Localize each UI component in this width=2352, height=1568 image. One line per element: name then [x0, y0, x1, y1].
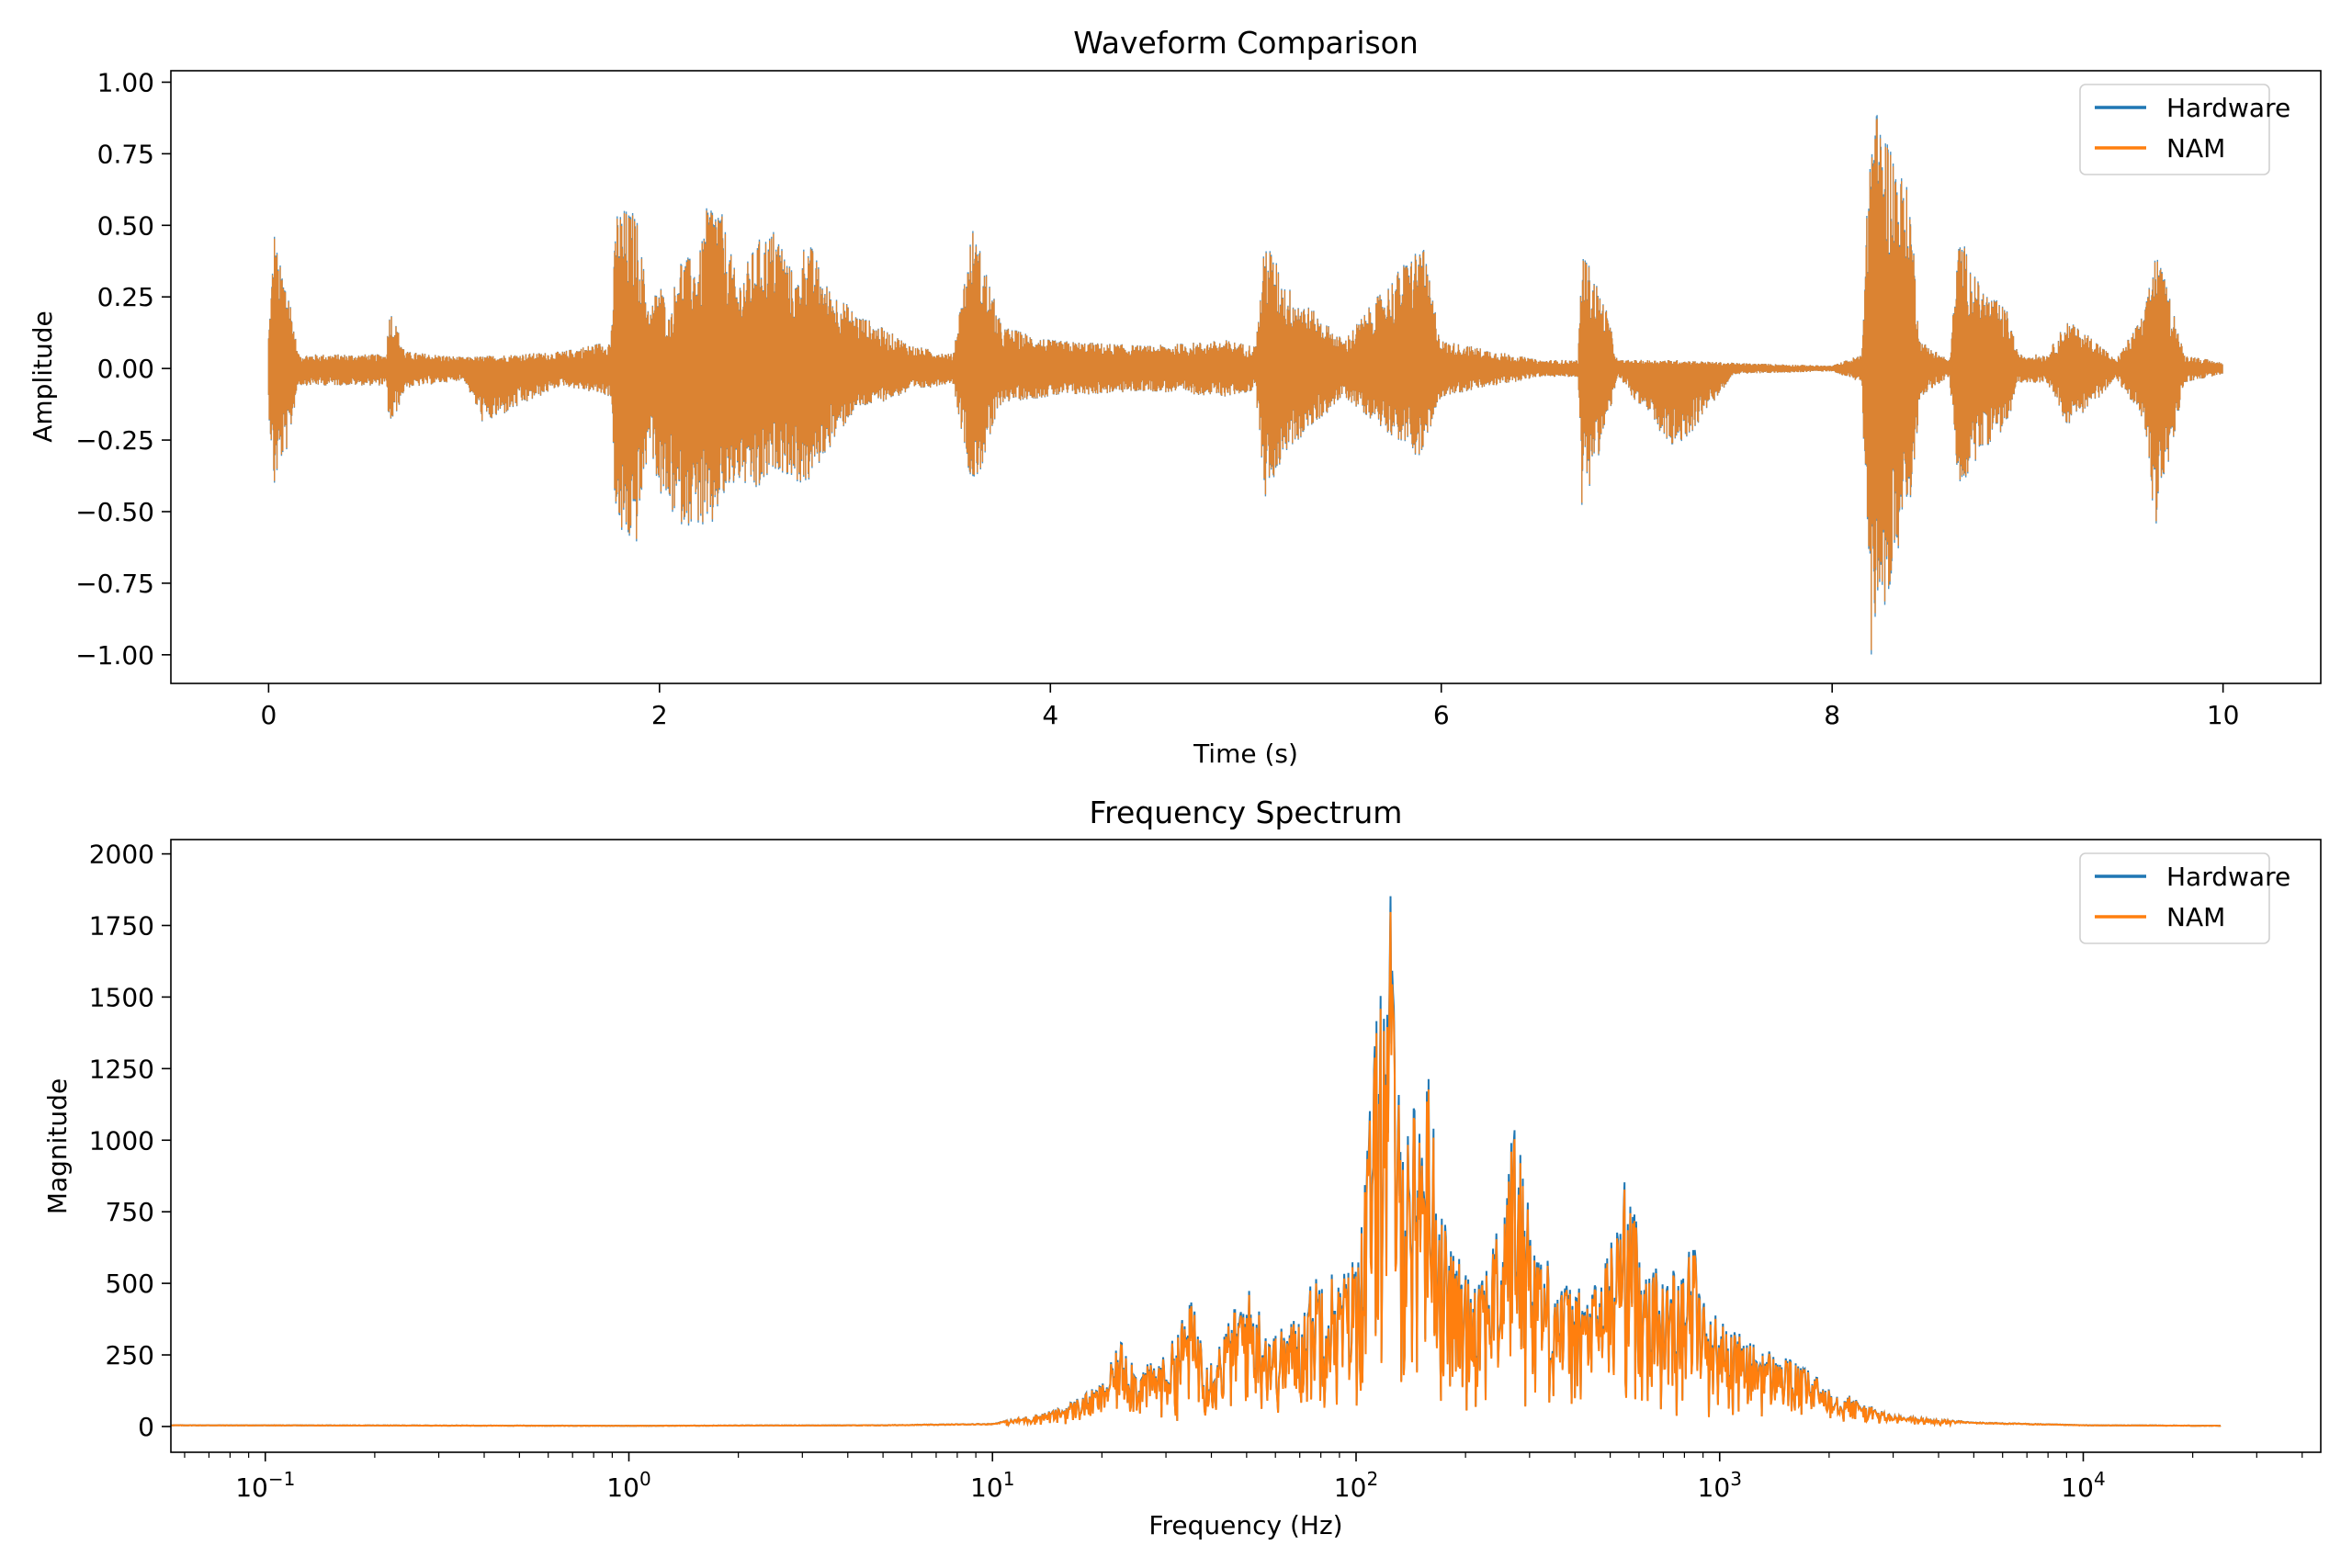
- waveform-y-tick-label: −0.75: [75, 569, 154, 599]
- waveform-y-tick-label: −0.25: [75, 425, 154, 456]
- spectrum-x-tick-label: 101: [970, 1468, 1014, 1503]
- waveform-x-tick-label: 4: [1042, 700, 1058, 730]
- spectrum-y-label: Magnitude: [42, 1078, 73, 1214]
- waveform-y-tick-label: 0.50: [97, 210, 154, 241]
- waveform-y-label: Amplitude: [28, 310, 58, 443]
- spectrum-y-tick-label: 750: [106, 1197, 154, 1227]
- waveform-x-tick-label: 6: [1433, 700, 1450, 730]
- spectrum-x-tick-label: 10−1: [235, 1468, 295, 1503]
- spectrum-axes: Frequency Spectrum 10−1 100 101 102 103 104 2…: [42, 795, 2322, 1540]
- waveform-y-tick-label: 1.00: [97, 67, 154, 97]
- waveform-y-tick-label: −0.50: [75, 497, 154, 527]
- spectrum-x-ticks: 10−1 100 101 102 103 104: [184, 1452, 2303, 1503]
- waveform-axes-frame: [170, 70, 2322, 684]
- waveform-y-tick-label: 0.00: [97, 354, 154, 384]
- spectrum-series-nam: [171, 911, 2222, 1428]
- waveform-x-tick-label: 10: [2207, 700, 2240, 730]
- spectrum-x-tick-label: 100: [606, 1468, 650, 1503]
- waveform-y-tick-label: 0.75: [97, 139, 154, 169]
- spectrum-y-tick-label: 250: [106, 1340, 154, 1371]
- spectrum-y-tick-label: 500: [106, 1269, 154, 1299]
- waveform-y-tick-label: 0.25: [97, 282, 154, 312]
- spectrum-y-tick-label: 2000: [89, 840, 154, 870]
- spectrum-x-tick-label: 102: [1334, 1468, 1378, 1503]
- spectrum-y-tick-label: 1250: [89, 1054, 154, 1084]
- spectrum-y-tick-label: 0: [138, 1412, 154, 1442]
- spectrum-plot-area: [170, 896, 2222, 1428]
- waveform-plot-area: [267, 115, 2223, 655]
- waveform-legend-nam-label: NAM: [2166, 133, 2225, 164]
- waveform-legend-hardware-label: Hardware: [2166, 93, 2290, 123]
- spectrum-legend: Hardware NAM: [2079, 852, 2290, 944]
- waveform-x-tick-label: 8: [1824, 700, 1840, 730]
- spectrum-y-ticks: 2000 1750 1500 1250 1000 750 500 250 0: [89, 840, 171, 1442]
- waveform-axes: Waveform Comparison 0 2 4 6 8 10 1.00 0.75 0.50…: [28, 25, 2322, 769]
- waveform-title: Waveform Comparison: [1073, 25, 1419, 61]
- spectrum-y-tick-label: 1000: [89, 1125, 154, 1156]
- spectrum-legend-nam-label: NAM: [2166, 902, 2225, 932]
- waveform-x-tick-label: 0: [260, 700, 277, 730]
- spectrum-y-tick-label: 1750: [89, 911, 154, 942]
- spectrum-x-tick-label: 104: [2061, 1468, 2105, 1503]
- spectrum-x-label: Frequency (Hz): [1148, 1510, 1342, 1540]
- waveform-y-tick-label: −1.00: [75, 640, 154, 671]
- spectrum-title: Frequency Spectrum: [1090, 795, 1403, 830]
- spectrum-axes-frame: [170, 839, 2322, 1453]
- spectrum-y-tick-label: 1500: [89, 982, 154, 1012]
- waveform-series-nam: [267, 118, 2223, 650]
- spectrum-legend-hardware-label: Hardware: [2166, 862, 2290, 892]
- spectrum-x-tick-label: 103: [1698, 1468, 1742, 1503]
- waveform-x-ticks: 0 2 4 6 8 10: [260, 683, 2239, 730]
- waveform-legend: Hardware NAM: [2079, 84, 2290, 175]
- waveform-y-ticks: 1.00 0.75 0.50 0.25 0.00 −0.25 −0.50 −0.75 −1.00: [75, 67, 171, 671]
- waveform-x-tick-label: 2: [651, 700, 668, 730]
- waveform-x-label: Time (s): [1193, 739, 1298, 769]
